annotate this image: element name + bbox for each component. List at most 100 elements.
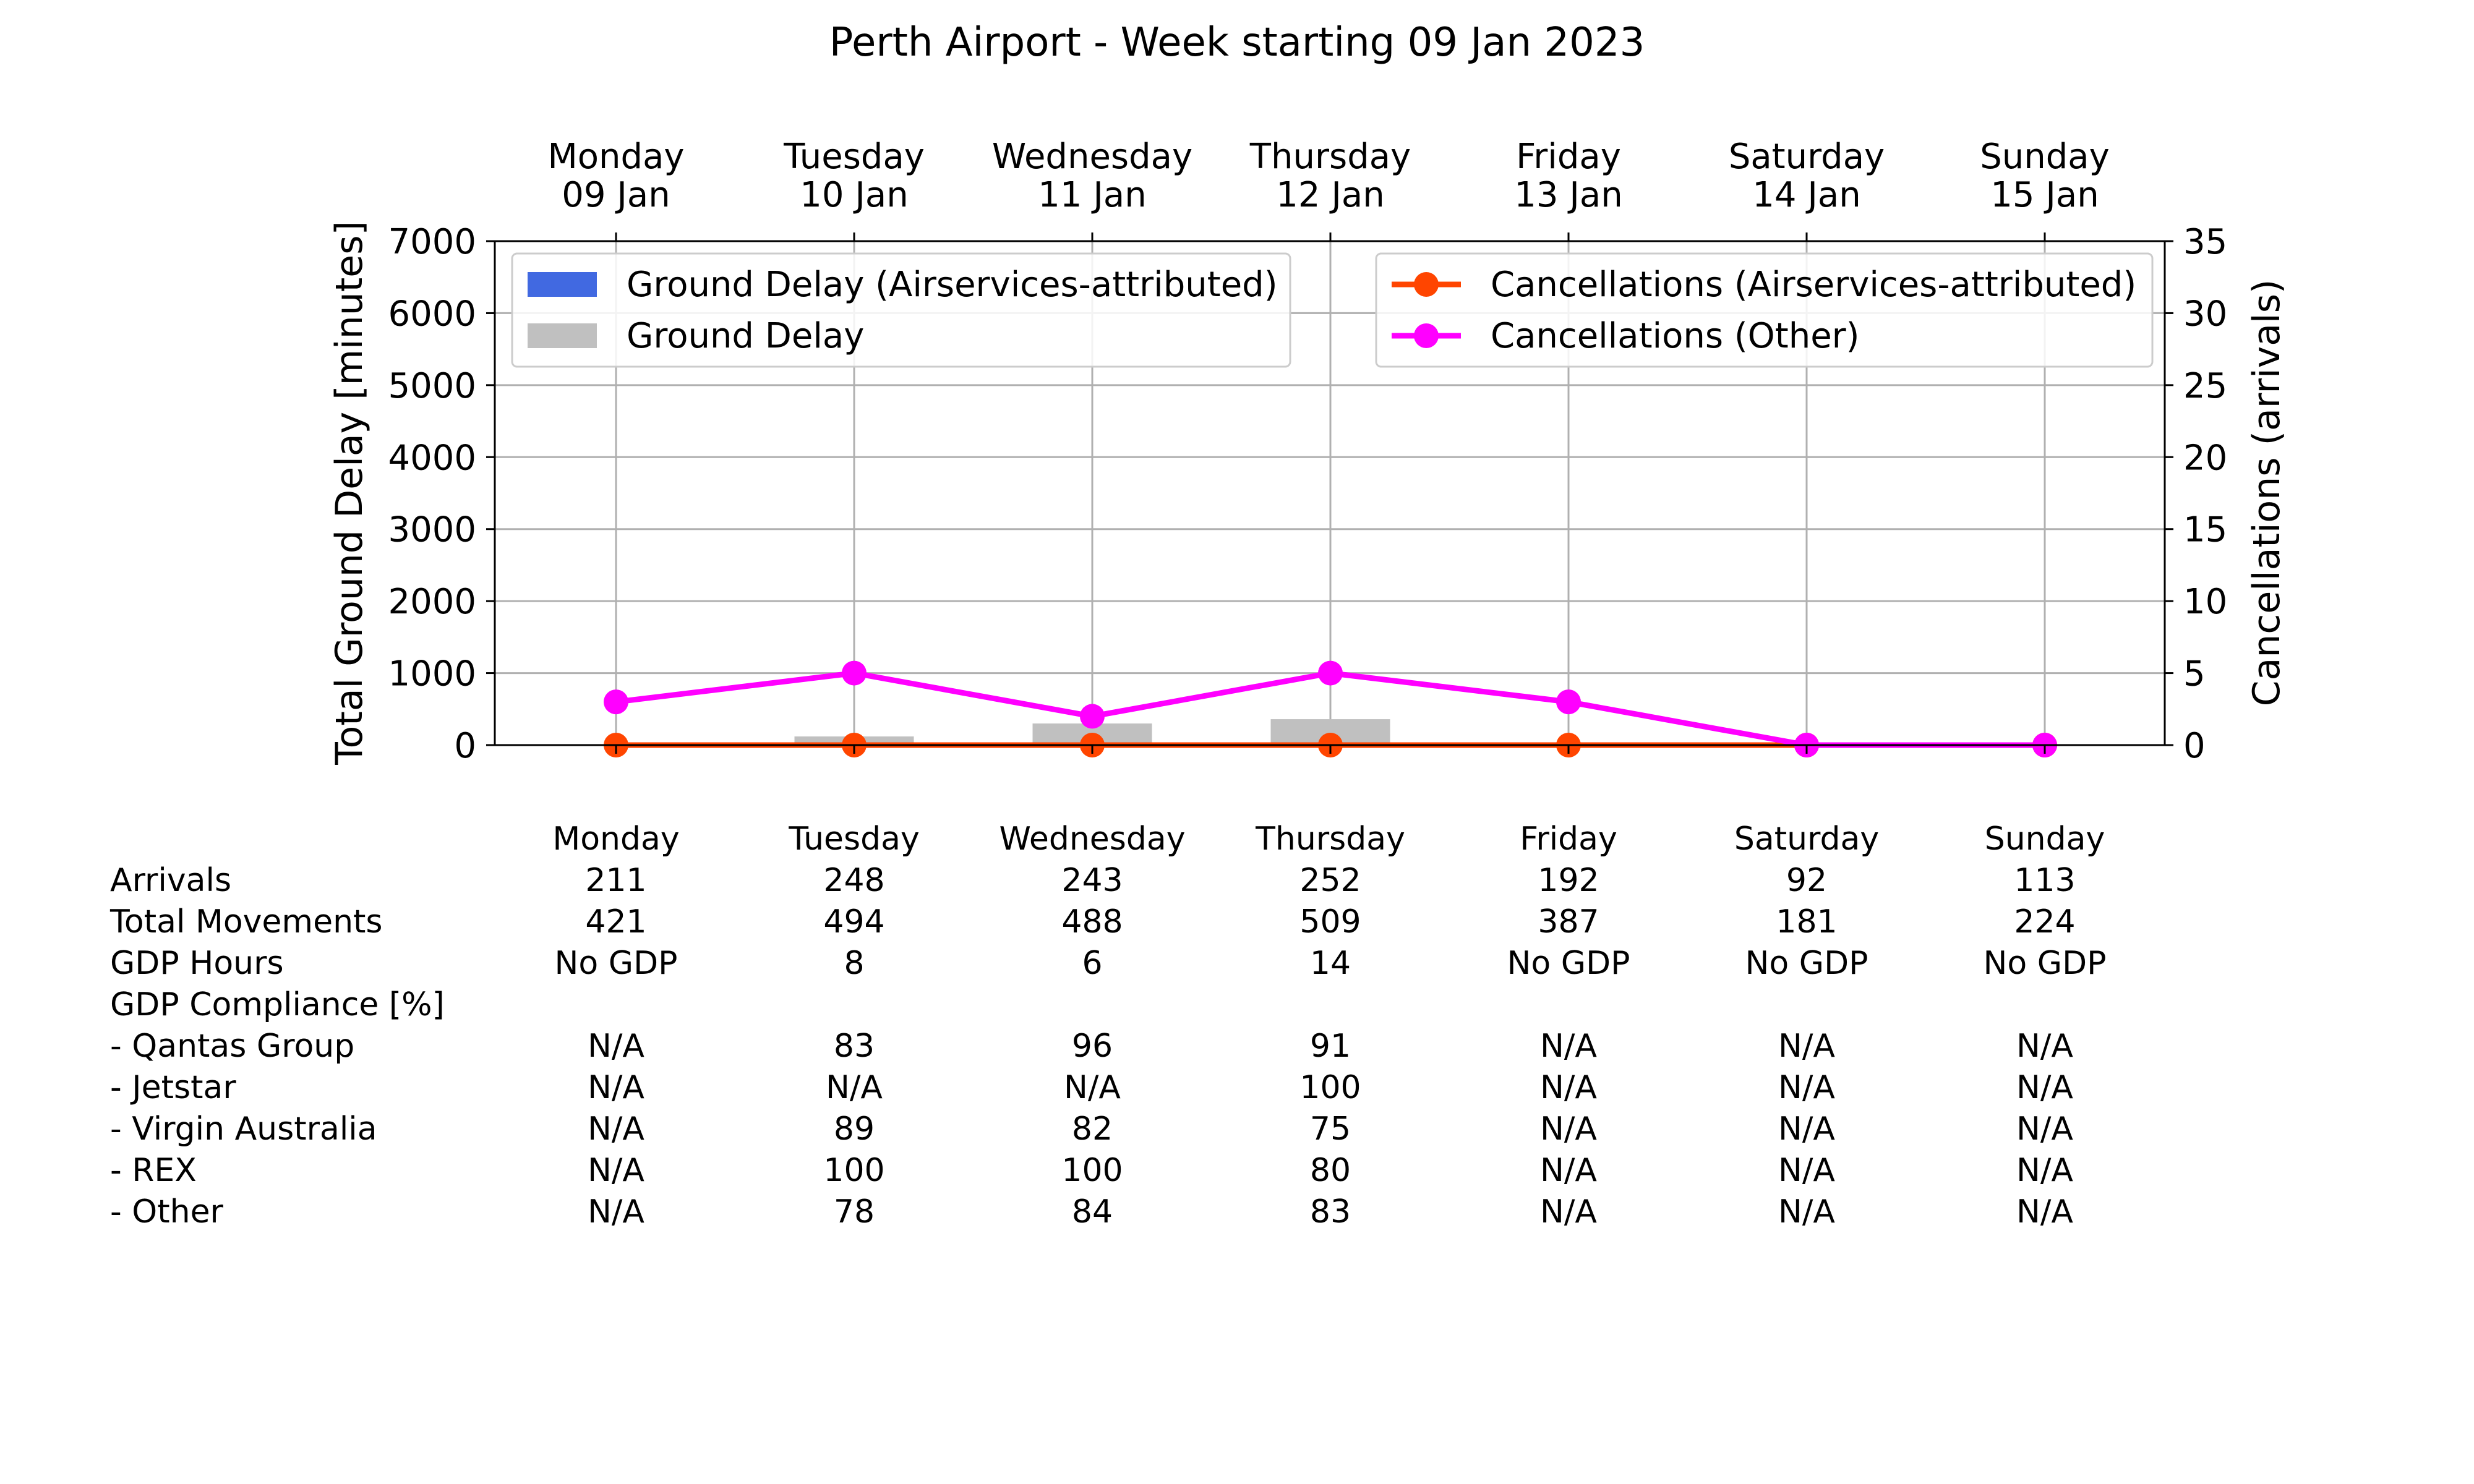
table-cell: 488 (1061, 903, 1123, 940)
legend-swatch-ground-delay (528, 323, 597, 348)
legend-left: Ground Delay (Airservices-attributed) Gr… (511, 252, 1291, 368)
legend-label-other-cancellations: Cancellations (Other) (1491, 316, 1860, 356)
table-cell: N/A (1540, 1028, 1597, 1065)
legend-left-frame (511, 252, 1291, 368)
table-cell: 6 (1082, 945, 1102, 982)
table-cell: 192 (1538, 862, 1599, 899)
table-cell: 82 (1072, 1111, 1113, 1148)
y-axis-label: Total Ground Delay [minutes] (328, 221, 371, 765)
stats-table: Monday Tuesday Wednesday Thursday Friday Satu… (109, 821, 2106, 1230)
table-cell: N/A (826, 1069, 883, 1106)
table-row-label: - Virgin Australia (110, 1111, 377, 1148)
series-point (604, 689, 628, 715)
table-cell: 494 (823, 903, 884, 940)
table-cell: N/A (1778, 1069, 1835, 1106)
y-tick-label: 6000 (388, 294, 476, 334)
y2-tick-label: 15 (2183, 510, 2227, 550)
y2-tick-label: 30 (2183, 294, 2227, 334)
x-tick-date: 10 Jan (800, 175, 908, 215)
table-cell: 113 (2014, 862, 2075, 899)
table-row-label: Total Movements (109, 903, 383, 940)
table-row-label: - Jetstar (110, 1069, 236, 1106)
y2-tick-label: 25 (2183, 366, 2227, 406)
x-tick-date: 15 Jan (1990, 175, 2099, 215)
series-point (1318, 660, 1343, 686)
table-header-cell: Tuesday (788, 821, 920, 858)
table-cell: N/A (588, 1193, 644, 1230)
table-row-label: GDP Compliance [%] (110, 986, 445, 1023)
table-cell: 100 (1299, 1069, 1361, 1106)
x-tick-date: 12 Jan (1276, 175, 1384, 215)
x-tick-day: Wednesday (992, 137, 1192, 177)
y2-tick-label: 10 (2183, 582, 2227, 622)
table-header-cell: Monday (552, 821, 679, 858)
x-tick-day: Tuesday (783, 137, 925, 177)
y-tick-label: 2000 (388, 582, 476, 622)
table-cell: 89 (834, 1111, 875, 1148)
table-cell: N/A (588, 1111, 644, 1148)
y-tick-label: 7000 (388, 222, 476, 262)
legend-right-frame (1375, 252, 2154, 368)
chart-title: Perth Airport - Week starting 09 Jan 202… (829, 20, 1645, 66)
table-cell: N/A (588, 1028, 644, 1065)
series-point (842, 660, 867, 686)
y-tick-label: 5000 (388, 366, 476, 406)
table-cell: 84 (1072, 1193, 1113, 1230)
x-tick-date: 13 Jan (1514, 175, 1622, 215)
y-tick-label: 3000 (388, 510, 476, 550)
x-tick-day: Sunday (1980, 137, 2110, 177)
table-cell: 100 (1061, 1152, 1123, 1189)
table-cell: 14 (1310, 945, 1351, 982)
table-row-label: - Qantas Group (110, 1028, 354, 1065)
table-cell: N/A (2016, 1111, 2073, 1148)
table-cell: No GDP (1507, 945, 1630, 982)
table-cell: 80 (1310, 1152, 1351, 1189)
table-cell: N/A (2016, 1152, 2073, 1189)
table-cell: N/A (588, 1152, 644, 1189)
table-cell: 83 (834, 1028, 875, 1065)
y2-tick-label: 20 (2183, 438, 2227, 478)
x-tick-day: Saturday (1729, 137, 1885, 177)
y2-tick-label: 5 (2183, 654, 2206, 694)
table-row-label: - Other (110, 1193, 224, 1230)
y-tick-label: 1000 (388, 654, 476, 694)
table-cell: 92 (1786, 862, 1827, 899)
table-cell: 211 (585, 862, 646, 899)
table-cell: N/A (1778, 1028, 1835, 1065)
table-cell: No GDP (555, 945, 678, 982)
table-cell: 224 (2014, 903, 2075, 940)
table-cell: 509 (1299, 903, 1361, 940)
table-cell: 91 (1310, 1028, 1351, 1065)
y2-axis-ticks: 0 5 10 15 20 25 30 35 (2165, 222, 2227, 766)
table-row-label: GDP Hours (110, 945, 284, 982)
table-cell: N/A (1778, 1152, 1835, 1189)
table-cell: 8 (844, 945, 864, 982)
table-cell: N/A (1778, 1111, 1835, 1148)
legend-right: Cancellations (Airservices-attributed) C… (1375, 252, 2154, 368)
table-cell: 248 (823, 862, 884, 899)
table-cell: 83 (1310, 1193, 1351, 1230)
x-tick-date: 14 Jan (1752, 175, 1860, 215)
y2-axis-label: Cancellations (arrivals) (2245, 279, 2288, 707)
legend-swatch-airservices-delay (528, 272, 597, 297)
table-cell: N/A (588, 1069, 644, 1106)
x-tick-day: Thursday (1249, 137, 1411, 177)
legend-marker-airservices-cancellations (1414, 272, 1439, 297)
table-cell: No GDP (1745, 945, 1868, 982)
table-cell: N/A (2016, 1193, 2073, 1230)
y-tick-label: 0 (454, 726, 476, 766)
table-header-cell: Friday (1520, 821, 1617, 858)
x-tick-day: Friday (1516, 137, 1621, 177)
y2-tick-label: 35 (2183, 222, 2227, 262)
table-cell: N/A (1540, 1069, 1597, 1106)
table-cell: 78 (834, 1193, 875, 1230)
table-cell: N/A (1778, 1193, 1835, 1230)
x-tick-day: Monday (547, 137, 684, 177)
table-cell: N/A (1540, 1193, 1597, 1230)
table-cell: 252 (1299, 862, 1361, 899)
table-cell: 96 (1072, 1028, 1113, 1065)
table-row-label: - REX (110, 1152, 197, 1189)
series-point (1080, 704, 1105, 729)
